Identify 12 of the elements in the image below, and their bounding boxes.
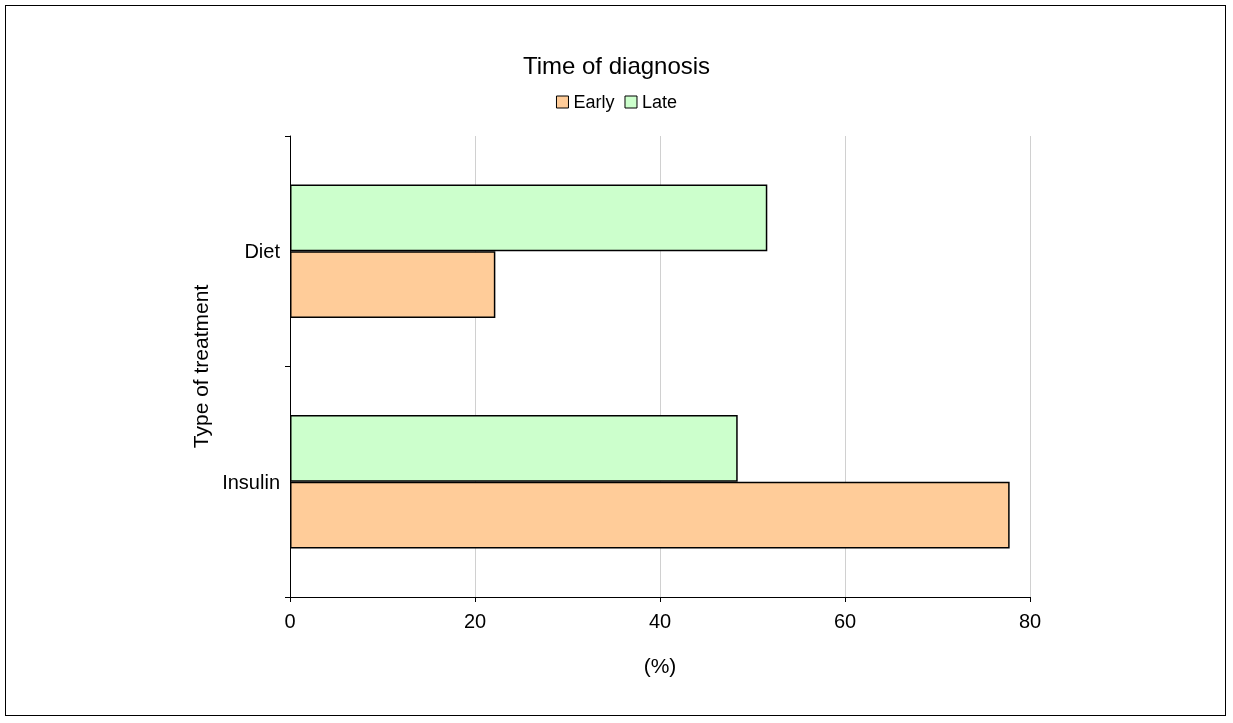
y-tick-label: Insulin — [222, 470, 280, 493]
x-tick-label: 40 — [648, 610, 672, 632]
y-axis-title: Type of treatment — [189, 284, 213, 449]
legend-label: Late — [641, 92, 678, 112]
x-axis-title: (%) — [643, 654, 677, 677]
legend-label: Early — [573, 92, 615, 112]
x-tick-label: 60 — [833, 610, 857, 632]
y-tick-label: Diet — [244, 240, 281, 263]
x-tick-label: 20 — [463, 610, 487, 632]
x-tick-label: 80 — [1018, 610, 1042, 632]
x-tick-label: 0 — [284, 610, 296, 632]
legend-title: Time of diagnosis — [522, 51, 711, 79]
